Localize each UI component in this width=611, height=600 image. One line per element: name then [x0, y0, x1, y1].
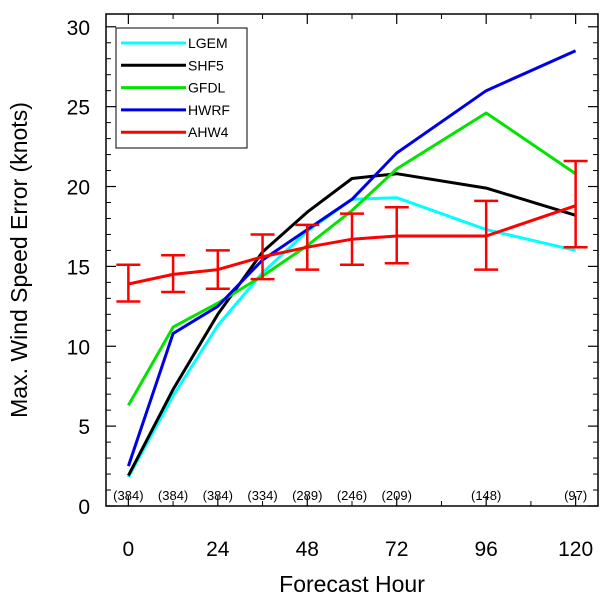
sample-counts: (384) (384) (384) (334) (289) (246) (209) (148)…: [113, 488, 587, 503]
legend-label-ahw4: AHW4: [188, 124, 229, 140]
legend-label-shf5: SHF5: [188, 57, 224, 73]
y-tick-label: 25: [67, 97, 90, 120]
y-tick-label: 10: [67, 336, 90, 359]
x-tick-label: 48: [296, 538, 319, 561]
series: [116, 49, 588, 478]
x-axis-title: Forecast Hour: [279, 571, 425, 597]
y-tick-label: 20: [67, 177, 90, 200]
x-tick-label: 0: [123, 538, 135, 561]
sample-count-label: (384): [113, 488, 143, 503]
x-tick-label: 96: [475, 538, 498, 561]
sample-count-label: (246): [337, 488, 367, 503]
x-tick-label: 72: [385, 538, 408, 561]
sample-count-label: (209): [382, 488, 412, 503]
legend-label-hwrf: HWRF: [188, 102, 230, 118]
sample-count-label: (384): [158, 488, 188, 503]
legend-label-lgem: LGEM: [188, 35, 228, 51]
sample-count-label: (334): [247, 488, 277, 503]
y-tick-label: 15: [67, 256, 90, 279]
x-tick-label: 24: [206, 538, 230, 561]
y-tick-label: 5: [78, 416, 90, 439]
sample-count-label: (148): [471, 488, 501, 503]
ticks: 0 24 48 72 96 120 0 5 10 15 20 25 30: [67, 14, 598, 561]
legend-label-gfdl: GFDL: [188, 80, 226, 96]
sample-count-label: (384): [203, 488, 233, 503]
y-tick-label: 0: [78, 496, 90, 519]
sample-count-label: (289): [292, 488, 322, 503]
series-line-shf5: [127, 172, 577, 477]
x-tick-label: 120: [558, 538, 593, 561]
legend: LGEM SHF5 GFDL HWRF AHW4: [115, 27, 248, 149]
y-axis-title: Max. Wind Speed Error (knots): [6, 102, 32, 418]
y-tick-label: 30: [67, 17, 90, 40]
sample-count-label: (97): [564, 488, 587, 503]
